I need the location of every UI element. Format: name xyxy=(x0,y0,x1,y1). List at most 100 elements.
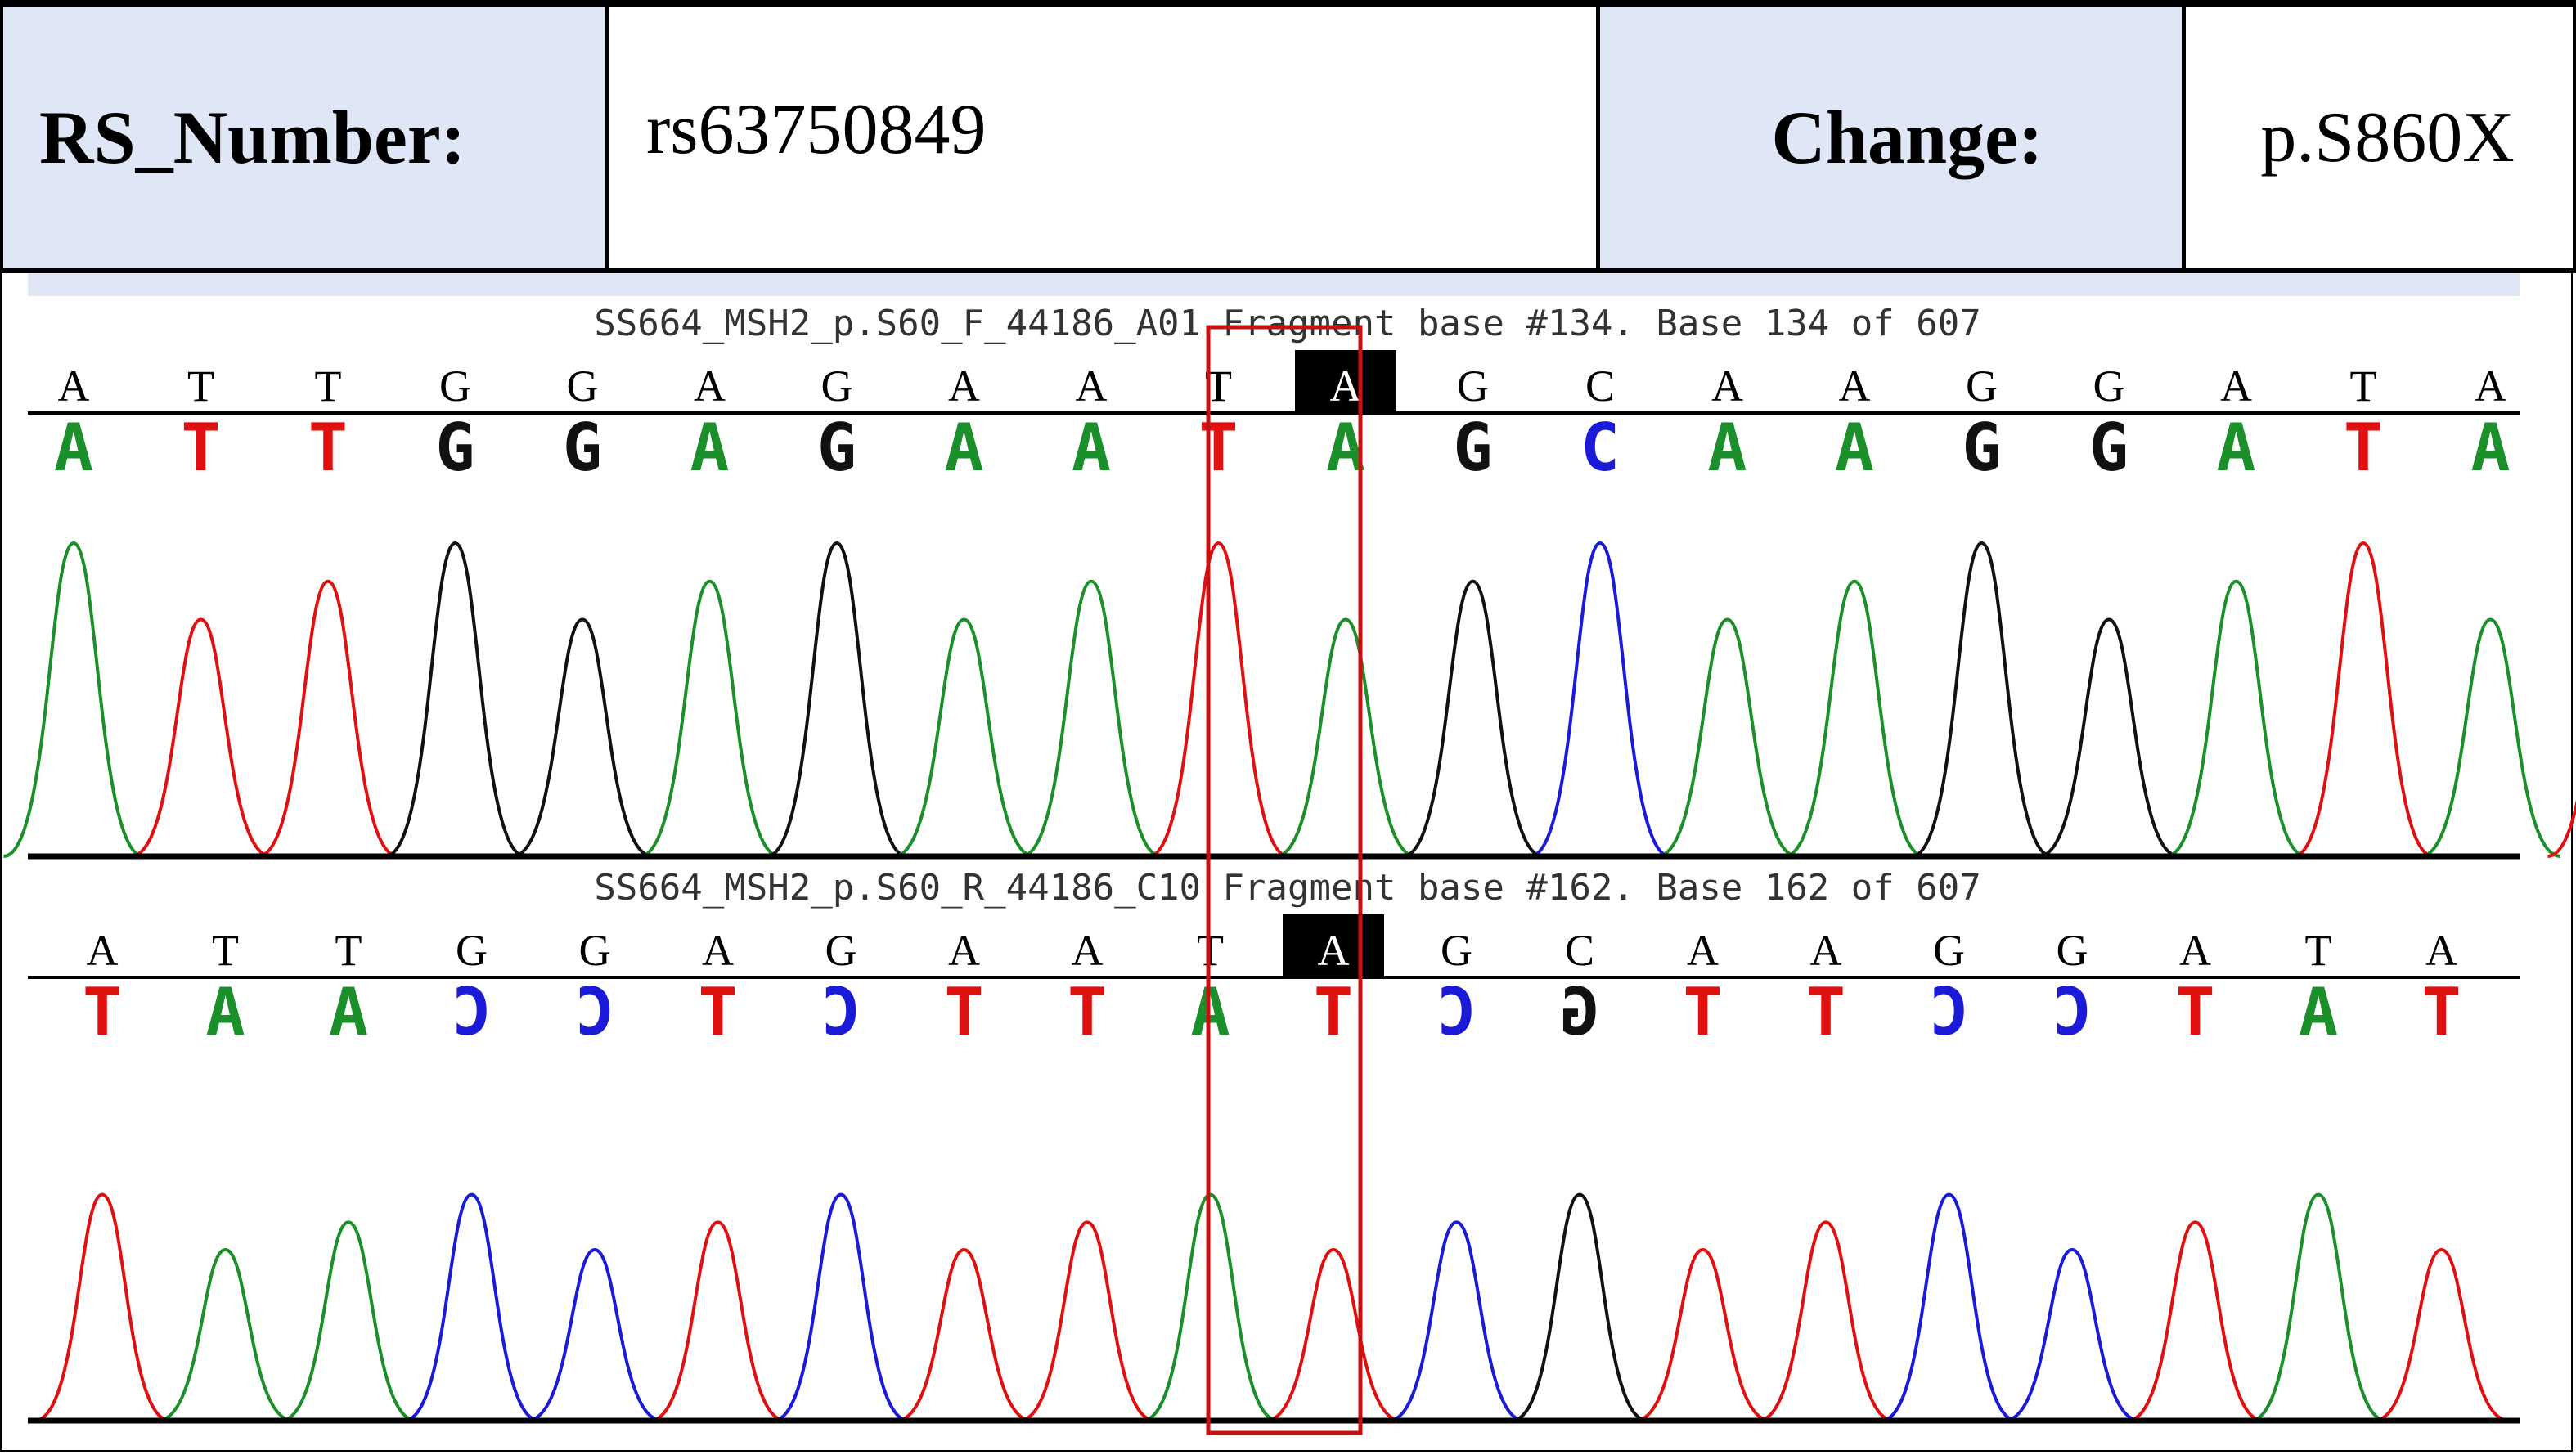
trace-peak xyxy=(2127,1220,2264,1422)
selected-base-marker xyxy=(1295,350,1396,414)
called-base: T xyxy=(2344,410,2383,486)
trace-peak xyxy=(1388,1220,1525,1422)
trace-peak xyxy=(130,617,272,858)
called-base: C xyxy=(452,974,491,1050)
trace-peak xyxy=(1530,541,1670,858)
called-base: A xyxy=(2216,410,2255,486)
reference-base: G xyxy=(1457,362,1489,411)
reference-base: A xyxy=(2475,362,2506,411)
reference-base: A xyxy=(2179,926,2211,975)
trace-peak xyxy=(1021,579,1162,858)
reverse-read-panel: SS664_MSH2_p.S60_R_44186_C10 Fragment ba… xyxy=(28,867,2520,1424)
called-base: T xyxy=(308,410,348,486)
change-value: p.S860X xyxy=(2186,7,2576,268)
called-base: A xyxy=(690,410,729,486)
reference-base: G xyxy=(821,362,853,411)
trace-peak xyxy=(1657,617,1798,858)
called-base: T xyxy=(2421,974,2461,1050)
reference-base: G xyxy=(1966,362,1998,411)
reference-base: T xyxy=(315,362,342,411)
called-base: A xyxy=(205,974,245,1050)
trace-peak xyxy=(512,617,653,858)
reference-base: T xyxy=(212,926,239,975)
called-base: C xyxy=(1580,410,1620,486)
reference-base: A xyxy=(1318,926,1350,975)
reference-base: G xyxy=(567,362,599,411)
trace-peak xyxy=(3,541,144,858)
trace-peak xyxy=(2373,1248,2510,1422)
reference-base: T xyxy=(335,926,362,975)
called-base: A xyxy=(944,410,983,486)
called-base: T xyxy=(698,974,737,1050)
reference-base: G xyxy=(439,362,471,411)
trace-peak xyxy=(2547,799,2576,858)
reference-base: T xyxy=(187,362,214,411)
called-base: T xyxy=(944,974,983,1050)
called-base: T xyxy=(2175,974,2214,1050)
called-base: T xyxy=(1683,974,1722,1050)
trace-peak xyxy=(2039,617,2179,858)
called-base: T xyxy=(83,974,122,1050)
called-base: G xyxy=(435,410,474,486)
forward-read-panel: SS664_MSH2_p.S60_F_44186_A01 Fragment ba… xyxy=(3,303,2576,860)
trace-peak xyxy=(1757,1220,1895,1422)
reference-base: A xyxy=(1330,362,1362,411)
rs-number-value: rs63750849 xyxy=(609,7,1600,268)
called-base: G xyxy=(1962,410,2001,486)
called-base: A xyxy=(2299,974,2338,1050)
change-label: Change: xyxy=(1600,7,2186,268)
called-base: T xyxy=(1198,410,1238,486)
called-base: C xyxy=(821,974,861,1050)
called-base: C xyxy=(2052,974,2092,1050)
trace-peak xyxy=(772,1192,910,1422)
trace-peak xyxy=(1018,1220,1156,1422)
trace-peak xyxy=(2165,579,2307,858)
trace-peak xyxy=(1634,1248,1771,1422)
reference-base: G xyxy=(2057,926,2088,975)
variant-header: RS_Number: rs63750849 Change: p.S860X xyxy=(0,0,2576,273)
reference-base: A xyxy=(694,362,726,411)
reference-base: C xyxy=(1585,362,1615,411)
reference-base: C xyxy=(1565,926,1594,975)
called-base: G xyxy=(1560,974,1599,1050)
reference-base: G xyxy=(579,926,611,975)
trace-peak xyxy=(1402,579,1544,858)
reference-base: A xyxy=(2220,362,2252,411)
called-base: C xyxy=(1436,974,1476,1050)
trace-peak xyxy=(639,579,780,858)
reference-base: A xyxy=(948,362,980,411)
reference-base: A xyxy=(1810,926,1842,975)
reference-base: A xyxy=(948,926,980,975)
reference-base: T xyxy=(2350,362,2377,411)
called-base: A xyxy=(54,410,93,486)
trace-peak xyxy=(1275,617,1416,858)
trace-peak xyxy=(2250,1192,2387,1422)
trace-peak xyxy=(384,541,526,858)
reference-base: G xyxy=(1441,926,1472,975)
called-base: C xyxy=(575,974,614,1050)
variant-highlight-box xyxy=(1206,325,1363,1435)
trace-peak xyxy=(526,1248,663,1422)
trace-peak xyxy=(280,1220,417,1422)
called-base: G xyxy=(1453,410,1492,486)
reference-base: A xyxy=(2425,926,2457,975)
called-base: G xyxy=(2089,410,2129,486)
trace-peak xyxy=(2293,541,2434,858)
trace-peak xyxy=(2420,617,2561,858)
reference-base: G xyxy=(456,926,488,975)
trace-peak xyxy=(1265,1248,1402,1422)
reference-base: A xyxy=(1687,926,1719,975)
reference-base: A xyxy=(58,362,90,411)
reference-base: A xyxy=(1076,362,1108,411)
read-title: SS664_MSH2_p.S60_F_44186_A01 Fragment ba… xyxy=(594,303,1980,344)
reference-base: G xyxy=(2093,362,2125,411)
header-shadow-band xyxy=(28,273,2520,296)
called-base: A xyxy=(329,974,368,1050)
trace-peak xyxy=(1148,541,1289,858)
trace-peak xyxy=(1911,541,2052,858)
reference-base: A xyxy=(702,926,734,975)
called-base: C xyxy=(1929,974,1968,1050)
called-base: G xyxy=(817,410,856,486)
trace-peak xyxy=(2003,1248,2141,1422)
trace-peak xyxy=(157,1248,294,1422)
